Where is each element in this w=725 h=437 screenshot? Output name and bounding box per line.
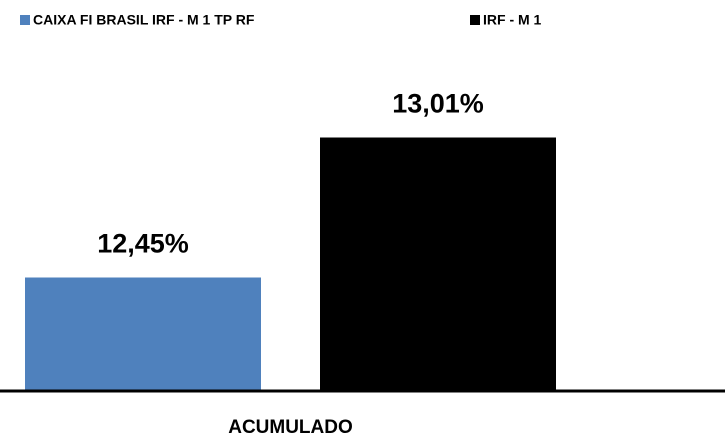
bar: [25, 277, 261, 390]
bar: [320, 137, 556, 390]
legend-swatch: [20, 15, 30, 25]
legend-label: CAIXA FI BRASIL IRF - M 1 TP RF: [33, 12, 255, 28]
x-tick-label: ACUMULADO: [228, 417, 353, 437]
value-label: 13,01%: [392, 89, 484, 119]
legend-label: IRF - M 1: [483, 12, 542, 28]
value-label: 12,45%: [97, 229, 189, 259]
legend-swatch: [470, 15, 480, 25]
